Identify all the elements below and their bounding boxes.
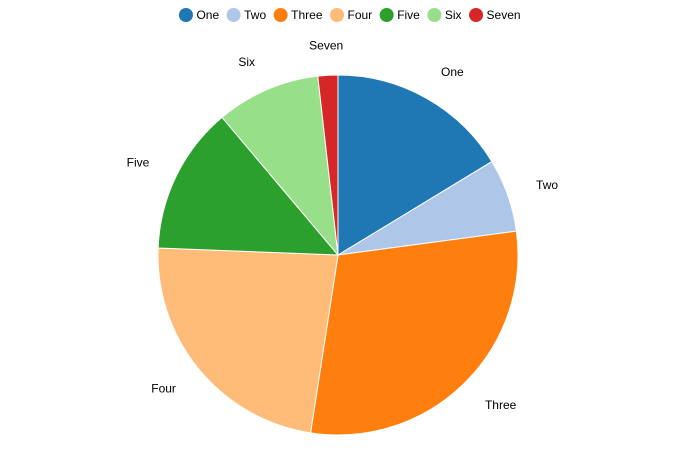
legend-label-six: Six	[445, 8, 462, 22]
slice-label-six: Six	[238, 55, 255, 69]
slice-labels: One Two Three Four Five Six Seven	[127, 38, 559, 412]
legend-item-two[interactable]: Two	[226, 8, 266, 22]
legend-item-seven[interactable]: Seven	[469, 8, 521, 22]
legend-marker-two	[226, 8, 241, 22]
pie-slice-one[interactable]	[337, 74, 493, 256]
pie-slice-six[interactable]	[221, 75, 339, 257]
legend-item-five[interactable]: Five	[379, 8, 420, 22]
legend: One Two Three Four Five Six Seven	[178, 8, 521, 22]
slice-label-two: Two	[536, 178, 558, 192]
slice-label-five: Five	[127, 156, 150, 170]
pie-slice-five[interactable]	[157, 116, 340, 256]
legend-item-six[interactable]: Six	[427, 8, 462, 22]
slice-label-one: One	[441, 65, 464, 79]
legend-label-four: Four	[348, 8, 373, 22]
legend-label-three: Three	[291, 8, 323, 22]
legend-label-one: One	[196, 8, 219, 22]
legend-item-one[interactable]: One	[178, 8, 219, 22]
legend-marker-three	[273, 8, 288, 22]
legend-marker-six	[427, 8, 442, 22]
legend-label-five: Five	[397, 8, 420, 22]
legend-marker-seven	[469, 8, 484, 22]
legend-item-three[interactable]: Three	[273, 8, 323, 22]
legend-label-two: Two	[244, 8, 266, 22]
legend-marker-four	[330, 8, 344, 22]
slice-label-seven: Seven	[309, 38, 343, 52]
pie-slice-three[interactable]	[309, 230, 519, 436]
slice-label-four: Four	[151, 382, 176, 396]
legend-marker-five	[379, 8, 394, 22]
pie-slices	[157, 74, 519, 436]
pie-slice-seven[interactable]	[317, 74, 339, 256]
legend-item-four[interactable]: Four	[330, 8, 373, 22]
legend-marker-one	[178, 8, 193, 22]
legend-label-seven: Seven	[487, 8, 521, 22]
slice-label-three: Three	[485, 398, 517, 412]
pie-slice-four[interactable]	[157, 247, 339, 434]
